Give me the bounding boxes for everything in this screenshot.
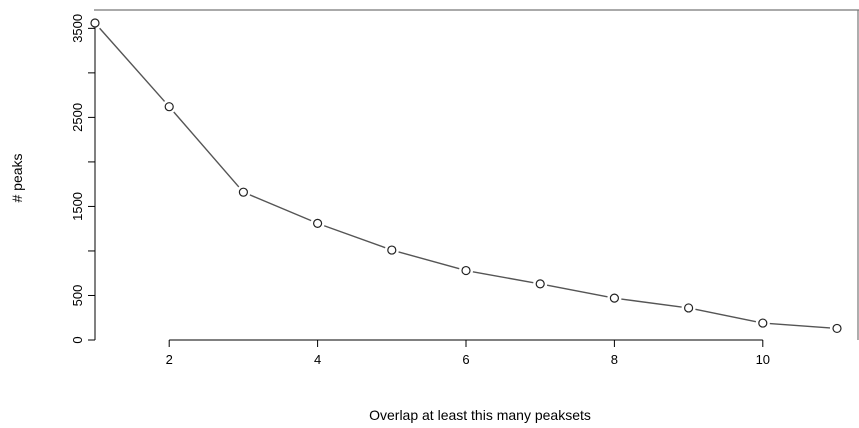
- data-point: [683, 303, 694, 313]
- data-point: [313, 218, 323, 228]
- series-line-segment: [546, 284, 608, 298]
- series-line-segment: [695, 308, 757, 323]
- series-line-segment: [621, 298, 682, 308]
- y-tick-label: 500: [70, 285, 85, 307]
- data-point: [609, 293, 620, 303]
- data-point: [387, 245, 397, 255]
- y-tick-label: 2500: [70, 103, 85, 132]
- x-axis: 2 4 6 8 10: [166, 339, 770, 367]
- series-line-segment: [769, 322, 831, 329]
- x-tick-label: 8: [611, 352, 618, 367]
- y-tick-label: 1500: [70, 192, 85, 221]
- data-point: [238, 187, 248, 197]
- x-tick-label: 4: [314, 352, 321, 367]
- series-line-segment: [398, 251, 460, 270]
- series-line-segment: [249, 194, 312, 222]
- series-line-segment: [323, 225, 386, 249]
- data-point: [758, 318, 768, 328]
- data-series: [90, 18, 842, 334]
- x-axis-title: Overlap at least this many peaksets: [369, 407, 591, 423]
- series-line-segment: [99, 27, 166, 102]
- x-tick-label: 10: [756, 352, 770, 367]
- data-point: [832, 323, 842, 334]
- x-tick-label: 6: [462, 352, 469, 367]
- data-point: [90, 18, 100, 28]
- x-tick-label: 2: [166, 352, 173, 367]
- y-tick-label: 3500: [70, 14, 85, 43]
- data-point: [164, 102, 174, 112]
- data-point: [535, 279, 545, 289]
- plot-box: [94, 9, 859, 340]
- y-tick-label: 0: [70, 336, 85, 343]
- series-line-segment: [472, 271, 534, 284]
- series-line-segment: [173, 111, 240, 188]
- data-point: [461, 265, 471, 276]
- y-axis-title: # peaks: [9, 153, 25, 202]
- y-axis: 0 500 1500 2500 3500: [70, 14, 96, 344]
